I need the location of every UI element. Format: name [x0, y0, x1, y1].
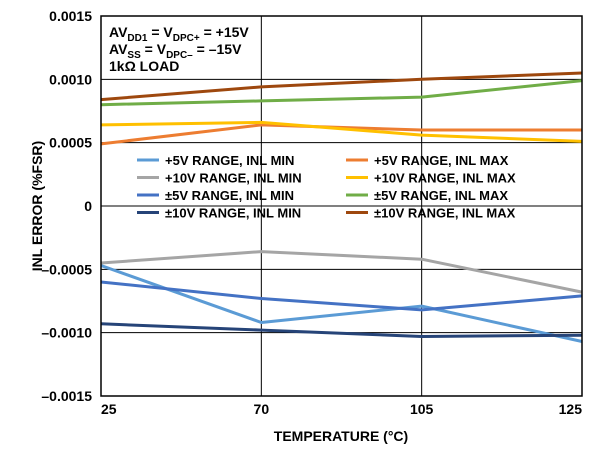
legend-label-6: ±5V RANGE, INL MAX: [374, 188, 508, 203]
y-tick-label: 0: [84, 198, 92, 214]
x-tick-label: 70: [254, 401, 270, 417]
series-lines: [100, 71, 583, 343]
series-line-5: [100, 280, 583, 312]
condition-line-2: AVSS = VDPC– = –15V: [109, 41, 242, 61]
series-line-7: [100, 322, 583, 338]
y-tick-label: 0.0010: [49, 71, 92, 87]
x-tick-label: 105: [410, 401, 434, 417]
legend-label-8: ±10V RANGE, INL MAX: [374, 206, 516, 221]
y-tick-label: 0.0005: [49, 135, 92, 151]
plot-frame: [100, 15, 583, 397]
series-line-8: [100, 71, 583, 102]
series-line-4: [100, 120, 583, 143]
x-tick-label: 25: [101, 401, 117, 417]
legend-label-5: ±5V RANGE, INL MIN: [165, 188, 294, 203]
legend-label-3: +10V RANGE, INL MIN: [165, 171, 302, 186]
y-tick-label: –0.0010: [41, 325, 92, 341]
series-line-1: [100, 264, 583, 343]
x-tick-labels: 25 70 105 125: [101, 401, 582, 417]
y-axis-title: INL ERROR (%FSR): [29, 141, 45, 271]
legend-label-7: ±10V RANGE, INL MIN: [165, 206, 301, 221]
series-line-6: [100, 79, 583, 107]
legend: +5V RANGE, INL MIN +5V RANGE, INL MAX +10V…: [137, 153, 516, 221]
condition-line-1: AVDD1 = VDPC+ = +15V: [109, 24, 249, 44]
x-tick-label: 125: [559, 401, 583, 417]
legend-label-4: +10V RANGE, INL MAX: [374, 171, 516, 186]
x-axis-title: TEMPERATURE (°C): [274, 428, 408, 444]
legend-label-1: +5V RANGE, INL MIN: [165, 153, 294, 168]
legend-label-2: +5V RANGE, INL MAX: [374, 153, 509, 168]
y-tick-labels: –0.0015 –0.0010 –0.0005 0 0.0005 0.0010 0.0015: [41, 8, 92, 404]
y-tick-label: 0.0015: [49, 8, 92, 24]
y-tick-label: –0.0005: [41, 261, 92, 277]
y-tick-label: –0.0015: [41, 388, 92, 404]
condition-line-3: 1kΩ LOAD: [109, 58, 179, 74]
series-line-3: [100, 250, 583, 294]
